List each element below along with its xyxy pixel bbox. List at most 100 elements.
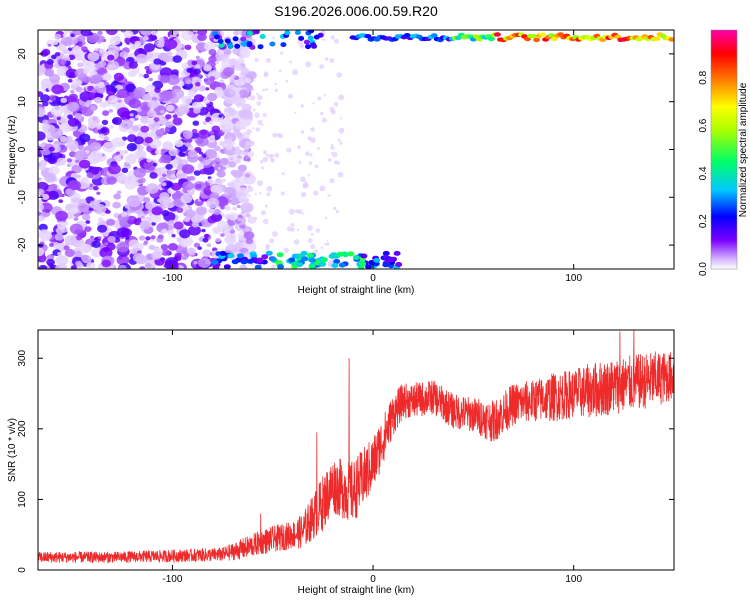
heatmap-cell bbox=[133, 87, 146, 97]
heatmap-cell bbox=[280, 191, 285, 196]
colorbar-tick-label: 0.4 bbox=[698, 166, 709, 180]
heatmap-cell bbox=[237, 217, 242, 222]
heatmap-cell bbox=[185, 142, 192, 148]
heatmap-cell bbox=[39, 230, 52, 241]
heatmap-cell bbox=[310, 244, 316, 249]
heatmap-cell bbox=[221, 178, 227, 183]
heatmap-cell bbox=[319, 64, 324, 70]
heatmap-cell bbox=[338, 262, 346, 268]
heatmap-cell bbox=[46, 59, 54, 65]
heatmap-cell bbox=[191, 221, 200, 228]
heatmap-cell bbox=[246, 30, 253, 36]
heatmap-cell bbox=[230, 244, 239, 251]
heatmap-cell bbox=[347, 251, 355, 257]
heatmap-cell bbox=[240, 202, 254, 213]
snr-panel: -100 0 100 0 100 200 300 Height of straight li… bbox=[7, 329, 675, 596]
heatmap-cell bbox=[253, 30, 260, 35]
heatmap-cell bbox=[46, 258, 55, 266]
heatmap-cell bbox=[327, 262, 333, 268]
heatmap-cell bbox=[157, 234, 164, 239]
heatmap-cell bbox=[239, 247, 242, 250]
heatmap-cell bbox=[88, 32, 94, 36]
heatmap-cell bbox=[107, 164, 121, 175]
y-tick-label: 0 bbox=[17, 567, 28, 573]
heatmap-cell bbox=[181, 30, 195, 41]
heatmap-cell bbox=[64, 30, 71, 34]
heatmap-cell bbox=[229, 229, 236, 234]
heatmap-cell bbox=[98, 48, 106, 54]
heatmap-cell bbox=[202, 121, 208, 125]
heatmap-cell bbox=[160, 166, 168, 172]
heatmap-cell bbox=[224, 238, 228, 241]
heatmap-cell bbox=[339, 117, 343, 120]
heatmap-cell bbox=[261, 254, 269, 260]
heatmap-cell bbox=[322, 38, 325, 41]
heatmap-cell bbox=[326, 240, 329, 242]
heatmap-cell bbox=[265, 243, 271, 249]
heatmap-cell bbox=[218, 50, 225, 55]
heatmap-cell bbox=[244, 77, 252, 84]
heatmap-cell bbox=[236, 204, 241, 209]
heatmap-cell bbox=[256, 101, 262, 106]
heatmap-cell bbox=[217, 38, 224, 44]
x-tick-label: 100 bbox=[565, 574, 582, 585]
heatmap-cell bbox=[38, 203, 44, 211]
heatmap-cell bbox=[232, 170, 241, 178]
heatmap-cell bbox=[93, 204, 107, 215]
heatmap-cell bbox=[302, 183, 308, 189]
heatmap-cell bbox=[79, 133, 91, 143]
heatmap-cell bbox=[164, 128, 171, 133]
heatmap-cell bbox=[164, 121, 174, 128]
heatmap-cell bbox=[184, 44, 192, 50]
heatmap-cell bbox=[162, 141, 174, 150]
heatmap-cell bbox=[116, 149, 126, 157]
heatmap-cell bbox=[233, 148, 242, 156]
heatmap-cell bbox=[77, 203, 90, 213]
heatmap-cell bbox=[58, 199, 64, 204]
heatmap-cell bbox=[339, 141, 343, 145]
heatmap-cell bbox=[117, 174, 130, 185]
heatmap-cell bbox=[176, 207, 184, 214]
heatmap-cell bbox=[162, 173, 167, 178]
heatmap-cell bbox=[154, 149, 162, 155]
heatmap-cell bbox=[125, 83, 136, 93]
spectrogram-ylabel: Frequency (Hz) bbox=[7, 116, 18, 185]
heatmap-cell bbox=[160, 248, 170, 256]
heatmap-cell bbox=[227, 253, 235, 259]
heatmap-cell bbox=[262, 150, 268, 155]
heatmap-cell bbox=[245, 213, 251, 218]
heatmap-cell bbox=[281, 172, 285, 176]
heatmap-cell bbox=[252, 108, 256, 112]
heatmap-cell bbox=[138, 235, 146, 241]
heatmap-cell bbox=[287, 93, 293, 99]
heatmap-cell bbox=[218, 114, 223, 118]
heatmap-cell bbox=[55, 255, 69, 266]
heatmap-cell bbox=[81, 230, 86, 234]
heatmap-cell bbox=[75, 235, 83, 241]
heatmap-cell bbox=[104, 242, 109, 246]
heatmap-cell bbox=[305, 61, 312, 68]
heatmap-cell bbox=[230, 92, 234, 96]
heatmap-cell bbox=[195, 183, 202, 189]
heatmap-cell bbox=[193, 261, 198, 265]
heatmap-cell bbox=[303, 266, 308, 269]
heatmap-cell bbox=[320, 246, 324, 250]
heatmap-cell bbox=[329, 58, 335, 63]
heatmap-cell bbox=[70, 33, 75, 38]
heatmap-cell bbox=[305, 44, 311, 50]
heatmap-cell bbox=[135, 53, 148, 64]
heatmap-cell bbox=[306, 253, 314, 258]
heatmap-cell bbox=[145, 183, 159, 194]
heatmap-cell bbox=[143, 197, 151, 203]
heatmap-cell bbox=[50, 128, 64, 139]
heatmap-cell bbox=[158, 36, 165, 42]
colorbar-label: Normalized spectral amplitude bbox=[738, 82, 749, 217]
heatmap-cell bbox=[96, 124, 103, 130]
heatmap-cell bbox=[232, 36, 239, 42]
heatmap-cell bbox=[162, 55, 171, 63]
heatmap-cell bbox=[230, 234, 235, 239]
heatmap-cell bbox=[330, 109, 336, 115]
heatmap-cell bbox=[148, 244, 156, 251]
heatmap-cell bbox=[250, 263, 254, 267]
heatmap-cell bbox=[70, 207, 79, 215]
